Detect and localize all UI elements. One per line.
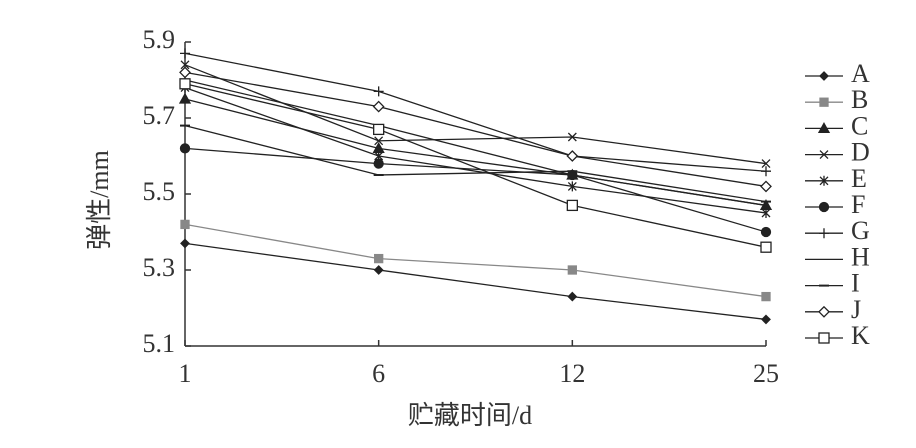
marker — [761, 159, 771, 169]
legend-label: G — [851, 216, 870, 245]
y-tick-label: 5.9 — [143, 25, 176, 54]
marker — [761, 314, 771, 325]
marker — [179, 143, 191, 154]
marker — [179, 78, 191, 90]
series-line — [184, 71, 767, 188]
series-line — [184, 147, 767, 233]
marker — [819, 228, 829, 239]
x-axis-label: 贮藏时间/d — [408, 401, 532, 430]
legend-label: J — [851, 295, 861, 324]
x-tick-label: 25 — [753, 359, 779, 388]
marker — [567, 132, 577, 142]
x-tick-label: 6 — [372, 359, 385, 388]
marker — [761, 291, 771, 302]
legend-label: C — [851, 111, 868, 140]
marker — [818, 305, 830, 318]
marker — [373, 86, 384, 97]
legend-label: K — [851, 321, 870, 350]
marker — [179, 66, 191, 79]
marker — [566, 199, 578, 212]
legend-label: H — [851, 242, 870, 271]
legend-label: E — [851, 164, 867, 193]
marker — [819, 175, 829, 186]
marker — [819, 150, 829, 160]
marker — [374, 136, 384, 146]
y-tick-label: 5.3 — [143, 253, 176, 282]
series-line — [184, 124, 767, 203]
marker — [817, 122, 831, 134]
marker — [180, 219, 190, 230]
marker — [567, 291, 578, 302]
series-line — [184, 86, 767, 214]
series-line — [184, 83, 767, 248]
series-line — [184, 52, 767, 172]
marker — [818, 332, 830, 344]
marker — [819, 97, 829, 107]
series-line — [184, 242, 767, 321]
legend-label: B — [851, 85, 868, 114]
marker — [180, 60, 190, 70]
series-line — [184, 223, 767, 298]
series-line — [184, 64, 767, 165]
legend-label: I — [851, 269, 860, 298]
marker — [374, 253, 384, 264]
series-line — [184, 79, 767, 207]
x-tick-label: 12 — [559, 359, 585, 388]
marker — [373, 265, 384, 275]
marker — [761, 208, 771, 218]
y-tick-label: 5.7 — [143, 101, 176, 130]
marker — [372, 100, 385, 113]
marker — [373, 123, 385, 136]
marker — [180, 48, 190, 59]
y-tick-label: 5.5 — [143, 177, 176, 206]
marker — [818, 201, 830, 213]
legend-label: F — [851, 190, 865, 219]
legend-label: D — [851, 138, 870, 167]
marker — [760, 226, 772, 238]
x-tick-label: 1 — [179, 359, 192, 388]
y-axis-label: 弹性/mm — [85, 150, 114, 250]
legend-label: A — [851, 59, 870, 88]
marker — [180, 238, 190, 249]
marker — [567, 265, 577, 275]
y-tick-label: 5.1 — [143, 329, 176, 358]
marker — [178, 92, 192, 104]
marker — [760, 241, 772, 253]
marker — [819, 71, 829, 81]
marker — [760, 180, 772, 193]
marker — [566, 150, 579, 162]
marker — [373, 158, 384, 169]
marker — [761, 166, 771, 177]
marker — [567, 181, 577, 192]
